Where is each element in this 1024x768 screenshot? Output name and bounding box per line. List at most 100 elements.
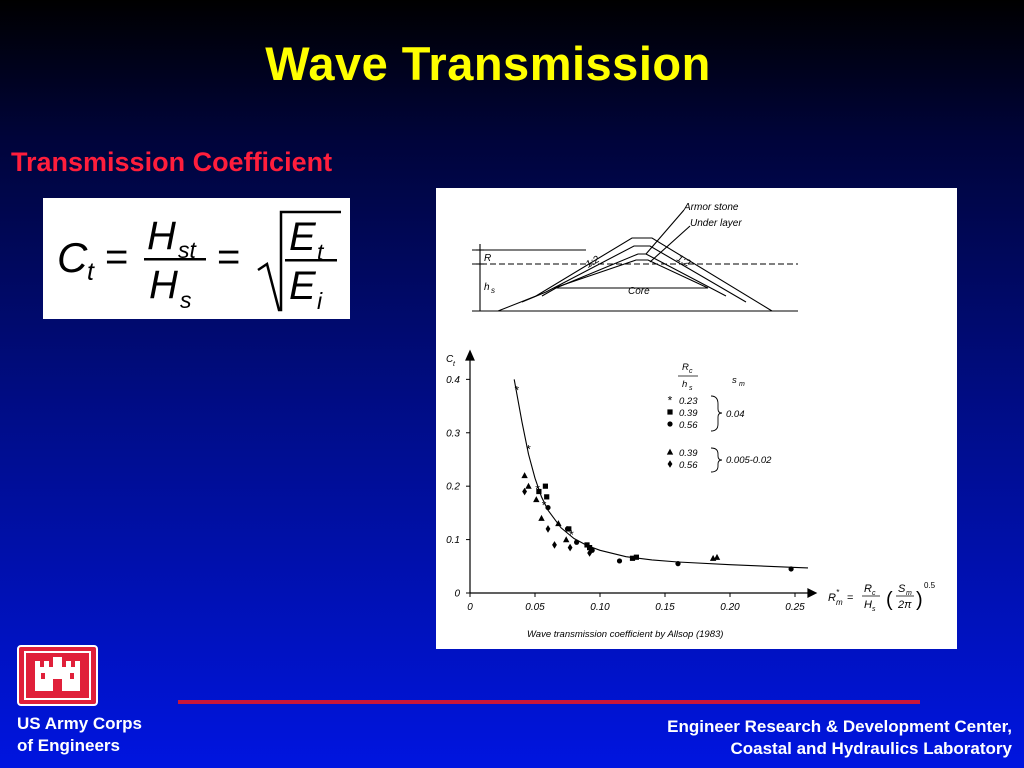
rc-sub: c: [872, 590, 876, 597]
chart-legend: R c h s s m 0.23 0.39 0.56 0.39 0.56 0.0…: [678, 362, 772, 473]
org-line-1: US Army Corps: [17, 714, 143, 733]
data-point-square: [536, 488, 542, 495]
legend-marker-triangle: [666, 448, 674, 455]
castle-icon: [24, 651, 91, 700]
under-leader: [649, 225, 691, 263]
legend-hs-sub: s: [689, 385, 693, 392]
formula-et-sub: t: [317, 239, 325, 265]
y-axis-label-sub: t: [453, 361, 456, 368]
x-tick-label: 0.15: [655, 602, 675, 613]
data-point-circle: [788, 566, 794, 572]
y-axis-arrow: [465, 349, 475, 361]
data-point-square: [544, 494, 550, 500]
formula-hs-sub: s: [180, 287, 192, 313]
two-pi-symbol: 2π: [897, 599, 912, 611]
organization-name: US Army Corps of Engineers: [17, 713, 142, 757]
slope-left-label: 1:2: [584, 254, 602, 271]
formula-close-paren: ): [916, 589, 923, 611]
laboratory-name: Engineer Research & Development Center, …: [667, 716, 1012, 760]
lab-line-2: Coastal and Hydraulics Laboratory: [730, 739, 1012, 758]
legend-hs: h: [682, 379, 687, 390]
usace-castle-logo: [17, 645, 98, 706]
rm-sup: *: [836, 588, 840, 597]
y-tick-label: 0.2: [446, 482, 460, 493]
x-axis-formula: R * m = R c H s ( S m 2π ) 0.5: [828, 581, 936, 613]
under-layer-label: Under layer: [690, 218, 742, 229]
data-point-square: [542, 483, 548, 489]
data-point-triangle: [533, 496, 540, 503]
fraction-bar-1: [144, 258, 206, 261]
legend-marker-diamond: [667, 460, 673, 468]
y-axis-label: C: [446, 354, 454, 365]
x-tick-label: 0.25: [785, 602, 805, 613]
section-heading: Transmission Coefficient: [11, 147, 333, 177]
breakwater-cross-section: [472, 209, 798, 312]
formula-et: E: [289, 215, 317, 259]
data-point-asterisk: *: [526, 442, 531, 456]
core-label: Core: [628, 286, 650, 297]
formula-open-paren: (: [886, 589, 893, 611]
formula-equals-2: =: [217, 235, 240, 279]
data-point-diamond: [545, 525, 551, 533]
formula-ct-sub: t: [87, 258, 95, 286]
footer-divider: [178, 700, 920, 704]
legend-label-0: 0.23: [679, 396, 698, 407]
formula-graphic: C t = H st H s = E t E i: [57, 210, 341, 314]
data-point-square: [584, 542, 590, 548]
data-point-asterisk: *: [565, 525, 570, 539]
data-point-triangle: [521, 472, 528, 479]
formula-hs: H: [149, 263, 178, 307]
formula-ei-sub: i: [317, 288, 323, 314]
under-layer-outline: [521, 245, 747, 303]
formula-equals-1: =: [105, 235, 128, 279]
data-point-triangle: [525, 482, 532, 489]
data-point-square: [629, 555, 636, 561]
x-tick-label: 0.10: [590, 602, 610, 613]
data-point-circle: [616, 558, 623, 564]
data-point-triangle: [538, 514, 545, 521]
hs-symbol: H: [864, 599, 872, 611]
figure-svg: Armor stone Under layer Core R h s 1:2 1…: [446, 202, 936, 640]
org-line-2: of Engineers: [17, 736, 120, 755]
formula-ei: E: [289, 264, 317, 308]
rm-sub: m: [836, 598, 843, 607]
data-point-square: [633, 554, 639, 560]
legend-marker-asterisk: *: [668, 394, 673, 408]
legend-label-3: 0.39: [679, 448, 698, 459]
data-point-asterisk: *: [542, 498, 547, 512]
fit-curve: [513, 379, 809, 569]
hs-label-sub: s: [491, 286, 495, 295]
x-axis-arrow: [807, 588, 818, 598]
data-point-triangle: [555, 520, 562, 527]
data-point-diamond: [522, 487, 527, 496]
legend-label-4: 0.56: [679, 460, 698, 471]
legend-brace-2: [710, 447, 723, 473]
data-point-triangle: [563, 536, 570, 543]
figure-panel: Armor stone Under layer Core R h s 1:2 1…: [436, 188, 957, 649]
transmission-chart: 0 0.05 0.10 0.15 0.20 0.25 00.10.20.30.4 ****…: [446, 349, 936, 640]
legend-sm: s: [732, 375, 737, 386]
sm-symbol: S: [898, 583, 906, 595]
rm-equals: =: [847, 592, 853, 604]
data-point-circle: [675, 561, 681, 567]
data-point-circle: [574, 539, 580, 545]
legend-group2-value: 0.005-0.02: [726, 455, 772, 466]
data-point-diamond: [567, 543, 573, 552]
fraction-bar-2: [285, 259, 337, 262]
legend-group1-value: 0.04: [726, 409, 745, 420]
formula-hst: H: [147, 214, 176, 258]
legend-label-2: 0.56: [679, 420, 698, 431]
y-tick-label: 0: [454, 589, 460, 600]
legend-marker-square: [667, 409, 673, 415]
chart-caption: Wave transmission coefficient by Allsop …: [527, 629, 723, 640]
data-point-square: [587, 545, 593, 551]
armor-stone-label: Armor stone: [683, 202, 739, 213]
y-tick-label: 0.1: [446, 535, 460, 546]
y-tick-label: 0.3: [446, 428, 460, 439]
data-point-diamond: [552, 541, 557, 549]
legend-rc: R: [682, 362, 689, 373]
legend-marker-circle: [667, 421, 673, 427]
armor-layer-outline: [497, 237, 773, 312]
x-tick-label: 0.20: [720, 602, 740, 613]
hs-sub: s: [872, 606, 876, 613]
